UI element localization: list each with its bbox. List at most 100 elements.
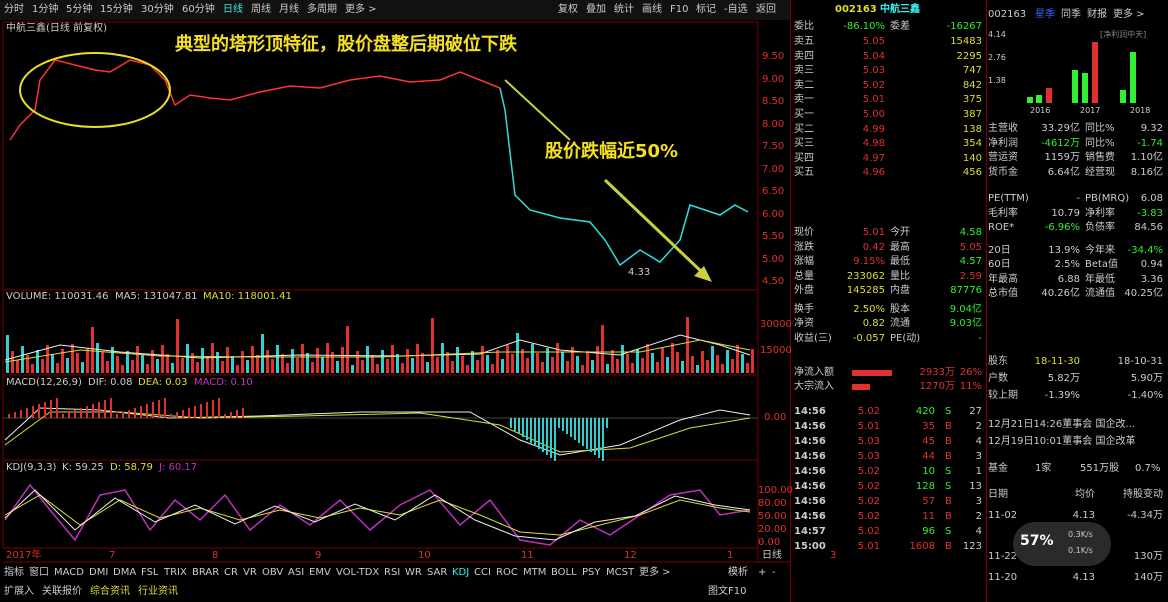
volume-bar [686,317,689,373]
bottom-link[interactable]: 综合资讯 [90,586,130,597]
volume-bar [471,351,474,373]
tool-button[interactable]: 统计 [614,4,634,15]
info-label: 净利率 [1085,207,1115,219]
price-tick: 5.00 [762,253,785,265]
volume-bar [606,364,609,373]
indicator-tab[interactable]: CR [224,567,238,578]
volume-header: MA5: 131047.81 [115,291,198,302]
book-volume: 2295 [956,50,982,62]
info-label: 流通值 [1085,288,1115,299]
info-tab[interactable]: 星季 [1035,9,1055,20]
period-tab[interactable]: 分时 [4,4,24,15]
tool-button[interactable]: F10 [670,4,689,15]
macd-bar [590,418,592,452]
tool-button[interactable]: -自选 [724,4,748,15]
indicator-tab[interactable]: VOL-TDX [336,567,380,578]
volume-bar [376,364,379,373]
tool-button[interactable]: 标记 [696,4,716,15]
trade-count: 3 [975,496,982,507]
indicator-tab[interactable]: BOLL [551,567,577,578]
volume-bar [286,363,289,373]
indicator-tab[interactable]: FSL [141,567,159,578]
indicator-tab[interactable]: TRIX [164,567,187,578]
label: 委比 [794,21,814,32]
macd-bar [598,418,600,458]
news-item[interactable]: 12月19日10:01董事会 国企改革 [988,436,1136,447]
period-tab[interactable]: 60分钟 [182,4,215,15]
tool-button[interactable]: 叠加 [586,4,606,15]
volume-bars [6,317,754,373]
macd-bar [14,412,16,418]
news-item[interactable]: 12月21日14:26董事会 国企改... [988,419,1135,430]
period-tab[interactable]: 30分钟 [141,4,174,15]
volume-bar [486,355,489,373]
macd-bar [602,418,604,461]
volume-bar [136,346,139,373]
period-tab[interactable]: 周线 [251,4,271,15]
bottom-button[interactable]: 图文F10 [708,586,747,597]
mini-bar [1072,70,1078,103]
bottom-button[interactable]: + [758,567,767,578]
stat-label: 股本 [890,303,910,315]
indicator-tab[interactable]: ROC [496,567,518,578]
volume-bar [546,348,549,373]
stat-label: 涨跌 [794,241,814,253]
period-tab[interactable]: 日线 [223,4,243,15]
indicator-tab[interactable]: SAR [427,567,448,578]
info-tab[interactable]: 更多 > [1113,9,1145,20]
indicator-tab[interactable]: MTM [523,567,547,578]
stat-value: 145285 [846,285,885,296]
volume-bar [611,350,614,373]
tool-button[interactable]: 返回 [756,4,776,15]
bottom-link[interactable]: 关联报价 [42,586,82,597]
macd-bar [566,418,568,434]
indicator-tab[interactable]: DMA [113,567,137,578]
volume-bar [156,359,159,373]
indicator-tab[interactable]: KDJ [452,567,470,578]
indicator-tab[interactable]: MCST [606,567,635,578]
book-volume: 15483 [950,36,982,47]
indicator-tab[interactable]: CCI [474,567,491,578]
volume-bar [326,343,329,373]
volume-bar [66,358,69,373]
bottom-link[interactable]: 行业资讯 [138,586,178,597]
macd-bar [44,402,46,418]
info-value: 10.79 [1051,207,1080,219]
indicator-tab[interactable]: EMV [309,567,331,578]
bottom-link[interactable]: 扩展入 [4,586,34,597]
tool-button[interactable]: 画线 [642,4,662,15]
volume-bar [356,351,359,373]
volume-bar [706,360,709,373]
bottom-button[interactable]: - [772,567,776,578]
corner-label: 日线 [762,550,782,561]
period-tab[interactable]: 多周期 [307,4,337,15]
indicator-tab[interactable]: RSI [384,567,401,578]
trade-volume: 10 [922,466,935,477]
indicator-tab[interactable]: 更多 > [639,567,671,578]
period-tab[interactable]: 1分钟 [32,4,59,15]
indicator-tab[interactable]: BRAR [192,567,220,578]
volume-bar [251,346,254,373]
volume-bar [496,350,499,373]
indicator-tab[interactable]: OBV [262,567,284,578]
indicator-tab[interactable]: PSY [582,567,601,578]
period-tab[interactable]: 5分钟 [66,4,93,15]
bottom-button[interactable]: 模析 [728,567,748,578]
info-value: 6.64亿 [1047,166,1080,178]
indicator-tab[interactable]: DMI [89,567,109,578]
tool-button[interactable]: 复权 [558,4,578,15]
indicator-tab[interactable]: 指标 [4,567,24,578]
info-tab[interactable]: 同季 [1061,9,1081,20]
indicator-tab[interactable]: MACD [54,567,84,578]
price-tick: 7.50 [762,141,785,152]
trade-count: 27 [969,406,982,417]
indicator-tab[interactable]: 窗口 [29,567,49,578]
indicator-tab[interactable]: ASI [288,567,305,578]
period-tab[interactable]: 月线 [279,4,299,15]
period-tab[interactable]: 更多 > [345,4,377,15]
period-tab[interactable]: 15分钟 [100,4,133,15]
info-tab[interactable]: 财报 [1087,9,1107,20]
indicator-tab[interactable]: VR [243,567,257,578]
indicator-tab[interactable]: WR [405,567,422,578]
macd-header: DEA: 0.03 [138,377,188,388]
